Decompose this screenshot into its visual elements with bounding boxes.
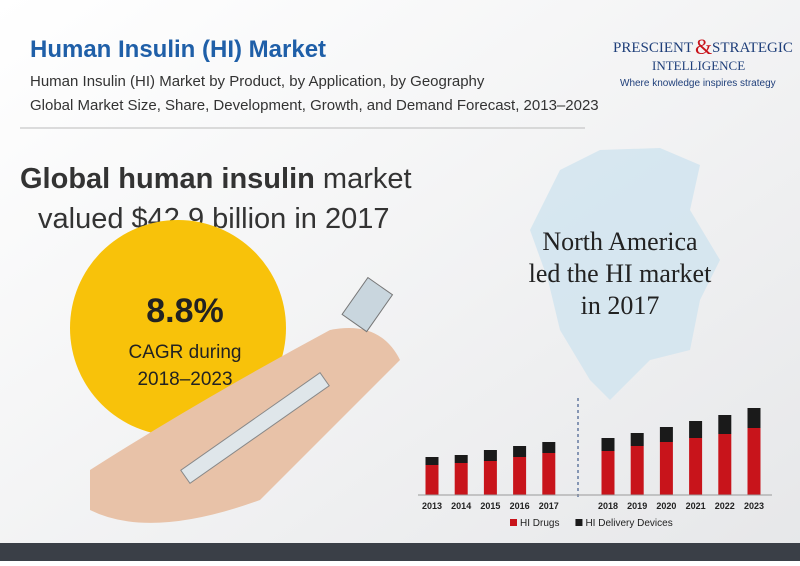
cagr-value: 8.8%	[146, 292, 224, 330]
logo-text: INTELLIGENCE	[652, 58, 745, 73]
bar-segment	[483, 461, 497, 495]
x-tick-label: 2019	[627, 501, 647, 511]
x-tick-label: 2015	[480, 501, 500, 511]
x-tick-label: 2021	[686, 501, 706, 511]
logo-amp: &	[695, 34, 712, 59]
x-tick-label: 2020	[656, 501, 676, 511]
bar-segment	[454, 463, 468, 495]
chart: 2013 2014 2015 2016 2017 2018 2019 2020 2021 2022…	[418, 408, 772, 529]
headline: Global human insulin market	[20, 163, 412, 195]
bar-segment	[513, 457, 527, 495]
bar-segment	[601, 438, 615, 451]
legend-label: HI Drugs	[520, 518, 559, 529]
bar-segment	[718, 434, 732, 495]
bar-segment	[542, 453, 556, 495]
bar-segment	[425, 457, 439, 465]
bar-segment	[659, 442, 673, 495]
bar-segment	[718, 415, 732, 434]
bar-segment	[425, 465, 439, 495]
bar-segment	[483, 450, 497, 461]
logo-text: PRESCIENT	[613, 40, 693, 56]
map	[530, 148, 720, 400]
cagr-circle	[70, 220, 286, 436]
bar-segment	[601, 451, 615, 495]
x-tick-label: 2016	[510, 501, 530, 511]
region-text: North America	[542, 227, 698, 256]
subtitle: Global Market Size, Share, Development, …	[30, 97, 599, 114]
logo-text: STRATEGIC	[712, 40, 793, 56]
bar-segment	[542, 442, 556, 453]
bar-segment	[454, 455, 468, 463]
x-tick-label: 2013	[422, 501, 442, 511]
region-text: in 2017	[581, 291, 660, 320]
legend-swatch	[510, 519, 517, 526]
x-tick-label: 2022	[715, 501, 735, 511]
logo-tagline: Where knowledge inspires strategy	[620, 78, 776, 89]
bar-segment	[689, 421, 703, 438]
syringe	[90, 276, 400, 523]
x-tick-label: 2014	[451, 501, 471, 511]
region-text: led the HI market	[529, 259, 712, 288]
bar-segment	[747, 408, 761, 428]
bar-segment	[747, 428, 761, 495]
footer-bar	[0, 543, 800, 561]
syringe-barrel	[180, 371, 330, 485]
subtitle: Human Insulin (HI) Market by Product, by…	[30, 73, 485, 90]
legend-label: HI Delivery Devices	[585, 518, 672, 529]
bar-segment	[630, 446, 644, 495]
bar-segment	[659, 427, 673, 442]
title: Human Insulin (HI) Market	[30, 36, 326, 63]
bar-segment	[513, 446, 527, 457]
headline-rest: market	[323, 163, 412, 195]
cagr-text: 2018–2023	[137, 369, 232, 390]
x-tick-label: 2023	[744, 501, 764, 511]
headline-bold: Global human insulin	[20, 163, 315, 195]
x-tick-label: 2018	[598, 501, 618, 511]
vial	[341, 276, 394, 333]
bar-segment	[630, 433, 644, 446]
cagr-text: CAGR during	[129, 342, 242, 363]
x-tick-label: 2017	[539, 501, 559, 511]
bar-segment	[689, 438, 703, 495]
legend-swatch	[575, 519, 583, 526]
